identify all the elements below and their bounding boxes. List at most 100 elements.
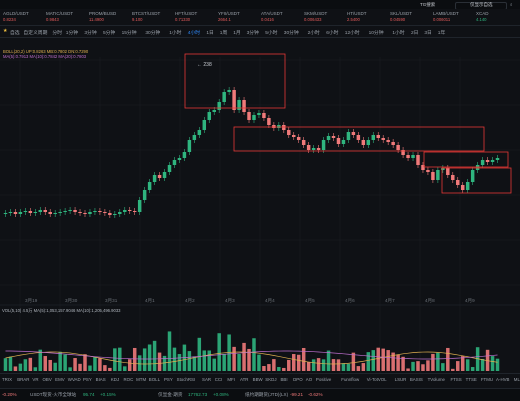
kline-chart[interactable]: ← 238 3月19 3月30 3月31 4月1 4月2 4月3 4月4 4月5 4月6 4月7 4月… — [0, 40, 520, 375]
volume-bar — [292, 354, 296, 371]
interval-tab[interactable]: 30分钟 — [283, 30, 299, 36]
candle-body — [391, 142, 395, 145]
only-favorites-label[interactable]: 仅显示自选 — [470, 2, 493, 7]
volume-bar — [376, 347, 380, 371]
ticker-item[interactable]: MATIC/USDT 0.9843 — [46, 11, 73, 23]
candle-body — [202, 120, 207, 130]
indicator-tab[interactable]: PSY — [83, 376, 92, 382]
interval-tab[interactable]: 1周 — [219, 30, 228, 36]
ticker-item[interactable]: BTCST/USDT 9.100 — [132, 11, 160, 23]
indicator-tab[interactable]: BRAR — [17, 376, 30, 382]
candle-body — [142, 190, 147, 200]
interval-tab[interactable]: 3分钟 — [246, 30, 259, 36]
indicator-tab[interactable]: ROC — [123, 376, 134, 382]
candle-body — [187, 140, 192, 152]
indicator-tab[interactable]: ATR — [240, 376, 249, 382]
status-pair[interactable]: USDT现货·火币全球站 — [30, 392, 77, 397]
interval-tab[interactable]: 1分钟 — [65, 30, 79, 36]
indicator-tab[interactable]: Vi-TotVOL — [366, 376, 387, 382]
indicator-tab[interactable]: Funnflow — [341, 376, 360, 382]
interval-tab[interactable]: 4小时 — [187, 30, 201, 36]
indicator-tab[interactable]: FTSS — [450, 376, 462, 382]
interval-tab[interactable]: 1小时 — [169, 30, 182, 36]
volume-bar — [242, 342, 246, 371]
indicator-tab[interactable]: VR — [32, 376, 39, 382]
indicator-tab[interactable]: BBI — [280, 376, 288, 382]
ticker-item[interactable]: PROM/BUSD 11.4900 — [89, 11, 116, 23]
indicator-tab[interactable]: DPO — [293, 376, 303, 382]
candle-body — [207, 112, 211, 120]
status-label-2[interactable]: 仅显金·期货 — [158, 392, 183, 397]
interval-tab[interactable]: 5分钟 — [103, 30, 116, 36]
interval-tab[interactable]: 5小时 — [265, 30, 278, 36]
indicator-tab[interactable]: StochRSI — [176, 376, 196, 382]
indicator-tab[interactable]: BASIS — [409, 376, 423, 382]
ticker-name: MATIC/USDT — [46, 11, 74, 16]
interval-tab[interactable]: 1日 — [206, 30, 214, 36]
ticker-item[interactable]: HFT/USDT 0.71330 — [175, 11, 197, 23]
interval-tab[interactable]: 2小时 — [307, 30, 320, 36]
ticker-item[interactable]: LAMB/USDT 0.006011 — [433, 11, 459, 23]
candle-body — [38, 210, 43, 212]
volume-bar — [83, 354, 87, 371]
interval-tab[interactable]: 30分钟 — [145, 30, 161, 36]
indicator-tab[interactable]: OBV — [42, 376, 52, 382]
ticker-item[interactable]: SKM/USDT 0.006433 — [304, 11, 327, 23]
ticker-item[interactable]: YFII/USDT 2664.1 — [218, 11, 240, 23]
indicator-tab[interactable]: SKDJ — [265, 376, 277, 382]
interval-tab[interactable]: 6小时 — [326, 30, 339, 36]
indicator-tab[interactable]: AO — [305, 376, 313, 382]
ticker-item[interactable]: XCAD 4.140 — [476, 11, 489, 23]
interval-tab[interactable]: 3日 — [424, 30, 432, 36]
indicator-tab[interactable]: PSY — [164, 376, 173, 382]
indicator-tab[interactable]: Positive — [315, 376, 332, 382]
candle-body — [33, 212, 38, 213]
indicator-tab[interactable]: WVAD — [67, 376, 81, 382]
interval-tab[interactable]: 1年 — [437, 30, 446, 36]
interval-tab[interactable]: 自选 — [10, 30, 20, 36]
interval-tab[interactable]: 1月 — [233, 30, 241, 36]
ticker-name: PROM/BUSD — [89, 11, 117, 16]
indicator-tab[interactable]: TVolume — [427, 376, 445, 382]
volume-bar — [132, 347, 137, 371]
indicator-tab[interactable]: BIAS — [95, 376, 106, 382]
indicator-tab[interactable]: A-HVB — [496, 376, 510, 382]
candle-body — [485, 160, 490, 162]
indicator-tab[interactable]: MTM — [136, 376, 147, 382]
interval-tab[interactable]: 15分钟 — [121, 30, 137, 36]
indicator-tab[interactable]: KDJ — [110, 376, 120, 382]
ticker-price: 0.71330 — [175, 17, 191, 22]
indicator-tab[interactable]: LSUR — [394, 376, 407, 382]
indicator-tab[interactable]: TRIX — [2, 376, 13, 382]
indicator-tab[interactable]: CCI — [214, 376, 223, 382]
interval-tab[interactable]: 10分钟 — [368, 30, 384, 36]
tg-search-label[interactable]: TG搜索 — [420, 2, 436, 7]
interval-tab[interactable]: 自定义周期 — [23, 30, 48, 36]
indicator-tab[interactable]: BOLL — [148, 376, 161, 382]
candle-body — [416, 155, 420, 165]
search-icon[interactable]: ⌕ — [510, 2, 513, 7]
indicator-tab[interactable]: TTSE — [465, 376, 477, 382]
candle-body — [13, 212, 18, 214]
ticker-item[interactable]: SKL/USDT 0.04590 — [390, 11, 412, 23]
indicator-tab[interactable]: FTMU — [480, 376, 494, 382]
interval-tab[interactable]: 3分钟 — [84, 30, 97, 36]
interval-tab[interactable]: 2日 — [411, 30, 419, 36]
interval-tab[interactable]: 分时 — [52, 30, 62, 36]
ticker-item[interactable]: ATA/USDT 0.0416 — [261, 11, 283, 23]
volume-bar — [232, 346, 236, 371]
ticker-item[interactable]: AGLD/USDT 0.8234 — [3, 11, 29, 23]
interval-tab[interactable]: 12小时 — [344, 30, 360, 36]
volume-bar — [58, 351, 62, 371]
status-label-3[interactable]: 纸约期期货(JTD)(LX) — [245, 392, 289, 397]
indicator-tab[interactable]: MFI — [227, 376, 235, 382]
interval-tab[interactable]: 1小时 — [392, 30, 405, 36]
indicator-tab[interactable]: EMV — [55, 376, 65, 382]
indicator-tab[interactable]: SAR — [202, 376, 212, 382]
indicator-tab[interactable]: MLR — [513, 376, 520, 382]
favorite-star-icon[interactable]: ★ — [3, 28, 8, 34]
ticker-item[interactable]: HT/USDT 2.5400 — [347, 11, 367, 23]
candle-body — [490, 160, 495, 162]
candle-body — [103, 212, 107, 213]
indicator-tab[interactable]: BBW — [252, 376, 263, 382]
